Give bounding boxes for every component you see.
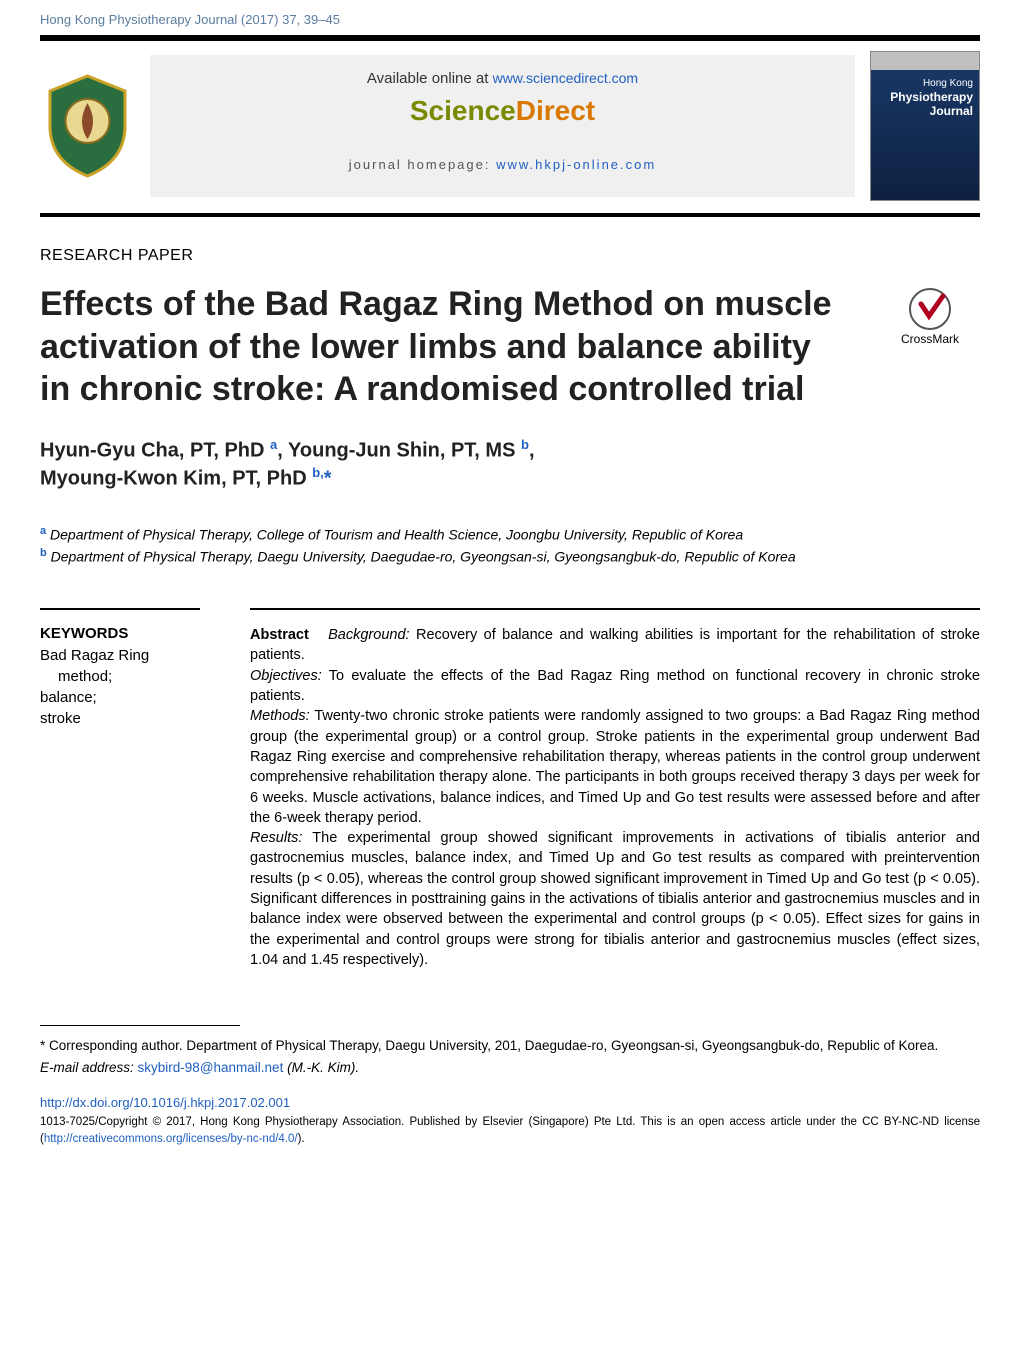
affil-b-text: Department of Physical Therapy, Daegu Un… <box>47 549 796 565</box>
keywords-heading: KEYWORDS <box>40 625 200 642</box>
doi-link[interactable]: http://dx.doi.org/10.1016/j.hkpj.2017.02… <box>40 1095 290 1110</box>
affil-a-text: Department of Physical Therapy, College … <box>46 526 743 542</box>
email-link[interactable]: skybird-98@hanmail.net <box>138 1060 284 1075</box>
abs-background-label: Background: <box>328 627 409 643</box>
keyword-1: Bad Ragaz Ring <box>40 645 200 666</box>
author-1-name: Hyun-Gyu Cha, PT, PhD <box>40 439 270 461</box>
shield-badge-icon <box>40 71 135 181</box>
title-row: Effects of the Bad Ragaz Ring Method on … <box>40 283 980 411</box>
banner-center: Available online at www.sciencedirect.co… <box>150 55 855 197</box>
email-suffix: (M.-K. Kim). <box>283 1060 359 1075</box>
journal-cover-image: Hong Kong Physiotherapy Journal <box>870 51 980 201</box>
available-online-text: Available online at www.sciencedirect.co… <box>160 70 845 87</box>
cover-title: Hong Kong Physiotherapy Journal <box>871 70 979 119</box>
cc-license-link[interactable]: http://creativecommons.org/licenses/by-n… <box>44 1133 298 1145</box>
paper-type-label: RESEARCH PAPER <box>40 247 980 265</box>
abstract-block: KEYWORDS Bad Ragaz Ring method; balance;… <box>40 608 980 970</box>
abs-objectives-label: Objectives: <box>250 668 322 684</box>
crossmark-label: CrossMark <box>880 332 980 346</box>
sciencedirect-url-link[interactable]: www.sciencedirect.com <box>493 70 639 86</box>
authors-block: Hyun-Gyu Cha, PT, PhD a, Young-Jun Shin,… <box>40 436 980 493</box>
journal-homepage: journal homepage: www.hkpj-online.com <box>160 157 845 172</box>
email-line: E-mail address: skybird-98@hanmail.net (… <box>0 1060 1020 1075</box>
author-2-name: Young-Jun Shin, PT, MS <box>288 439 521 461</box>
copyright-suffix: ). <box>298 1133 305 1145</box>
corresponding-star: * <box>324 468 332 490</box>
journal-banner: Available online at www.sciencedirect.co… <box>0 41 1020 201</box>
cover-line1: Hong Kong <box>871 78 973 90</box>
journal-citation: Hong Kong Physiotherapy Journal (2017) 3… <box>0 0 1020 35</box>
abs-results-text: The experimental group showed significan… <box>250 830 980 968</box>
sd-direct-text: Direct <box>516 95 595 126</box>
keyword-3: stroke <box>40 708 200 729</box>
keyword-2: balance; <box>40 687 200 708</box>
affiliations-block: a Department of Physical Therapy, Colleg… <box>40 523 980 568</box>
available-label: Available online at <box>367 70 493 87</box>
footer-separator <box>40 1025 240 1026</box>
sciencedirect-logo: ScienceDirect <box>160 95 845 127</box>
crossmark-widget[interactable]: CrossMark <box>880 288 980 346</box>
keyword-1-cont: method; <box>40 666 200 687</box>
abs-objectives-text: To evaluate the effects of the Bad Ragaz… <box>250 668 980 704</box>
abs-results-label: Results: <box>250 830 302 846</box>
main-content: RESEARCH PAPER Effects of the Bad Ragaz … <box>0 247 1020 970</box>
email-label: E-mail address: <box>40 1060 138 1075</box>
keywords-column: KEYWORDS Bad Ragaz Ring method; balance;… <box>40 608 200 970</box>
author-sep-2: , <box>529 439 535 461</box>
abstract-label: Abstract <box>250 627 309 643</box>
cover-top-bar <box>871 52 979 70</box>
abs-methods-text: Twenty-two chronic stroke patients were … <box>250 708 980 825</box>
cover-line2: Physiotherapy Journal <box>871 90 973 119</box>
affiliation-b: b Department of Physical Therapy, Daegu … <box>40 545 980 568</box>
sd-science-text: Science <box>410 95 516 126</box>
affil-b-sup: b <box>40 547 47 559</box>
association-badge-logo <box>40 71 135 181</box>
copyright-line: 1013-7025/Copyright © 2017, Hong Kong Ph… <box>0 1110 1020 1171</box>
author-3-name: Myoung-Kwon Kim, PT, PhD <box>40 468 312 490</box>
journal-home-label: journal homepage: <box>349 157 496 172</box>
affiliation-a: a Department of Physical Therapy, Colleg… <box>40 523 980 546</box>
abstract-column: Abstract Background: Recovery of balance… <box>250 608 980 970</box>
banner-divider <box>40 213 980 217</box>
crossmark-icon <box>909 288 951 330</box>
paper-title: Effects of the Bad Ragaz Ring Method on … <box>40 283 850 411</box>
abs-methods-label: Methods: <box>250 708 310 724</box>
author-2-affil-sup: b <box>521 437 529 452</box>
author-sep-1: , <box>277 439 288 461</box>
doi-line: http://dx.doi.org/10.1016/j.hkpj.2017.02… <box>0 1075 1020 1110</box>
journal-home-link[interactable]: www.hkpj-online.com <box>496 157 656 172</box>
author-3-affil-sup: b, <box>312 465 324 480</box>
corresponding-author: * Corresponding author. Department of Ph… <box>0 1036 1020 1056</box>
